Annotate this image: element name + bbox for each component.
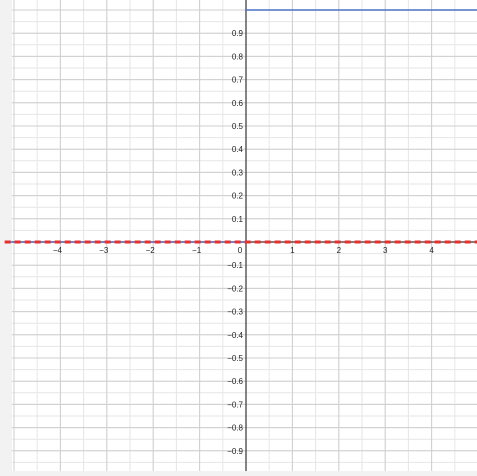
y-tick-label: −0.1 — [227, 261, 243, 270]
plot-background — [12, 0, 477, 471]
y-tick-label: 0.9 — [232, 29, 244, 38]
y-tick-label: −0.8 — [227, 424, 243, 433]
x-tick-label: −4 — [53, 246, 63, 255]
y-tick-label: −0.2 — [227, 284, 243, 293]
y-tick-label: −0.4 — [227, 331, 243, 340]
y-tick-label: −0.5 — [227, 354, 243, 363]
y-tick-label: −0.6 — [227, 377, 243, 386]
series-layer — [4, 9, 477, 244]
y-tick-label: 0.5 — [232, 122, 244, 131]
x-tick-label: −1 — [192, 246, 202, 255]
x-tick-label: 0 — [238, 246, 243, 255]
x-tick-label: 4 — [429, 246, 434, 255]
y-tick-label: −0.3 — [227, 308, 243, 317]
x-tick-label: 2 — [337, 246, 342, 255]
y-tick-label: 0.2 — [232, 192, 244, 201]
x-tick-label: 1 — [290, 246, 295, 255]
y-tick-label: 0.6 — [232, 99, 244, 108]
y-tick-label: 0.4 — [232, 145, 244, 154]
y-tick-label: 0.8 — [232, 52, 244, 61]
y-tick-label: 0.7 — [232, 76, 244, 85]
y-tick-label: 0.3 — [232, 168, 244, 177]
x-tick-label: 3 — [383, 246, 388, 255]
x-tick-label: −3 — [99, 246, 109, 255]
y-axis-tick-labels: 0.9 0.8 0.7 0.6 0.5 0.4 0.3 0.2 0.1 −0.1 −0.2 −0.3 −… — [227, 29, 243, 456]
major-gridlines — [12, 0, 477, 471]
x-axis-tick-labels: −4 −3 −2 −1 0 1 2 3 4 — [53, 246, 435, 255]
y-tick-label: −0.7 — [227, 400, 243, 409]
x-tick-label: −2 — [146, 246, 156, 255]
y-tick-label: −0.9 — [227, 447, 243, 456]
y-tick-label: 0.1 — [232, 215, 244, 224]
